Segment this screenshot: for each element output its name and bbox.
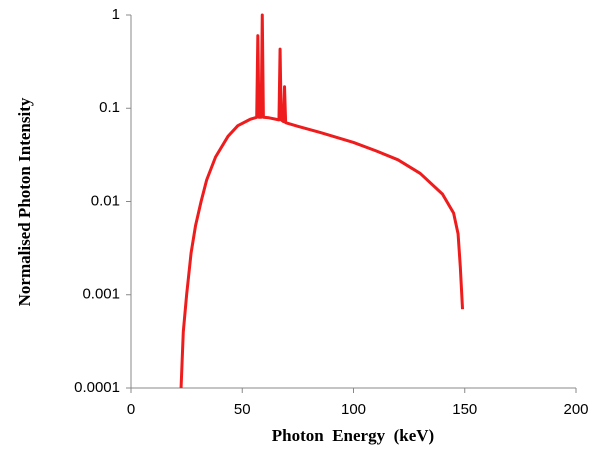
y-tick-label: 0.1	[99, 99, 120, 116]
x-axis-label: Photon Energy (keV)	[272, 426, 434, 445]
x-tick-label: 200	[563, 401, 588, 418]
y-tick-label: 0.001	[82, 286, 120, 303]
x-tick-label: 50	[234, 401, 251, 418]
y-tick-label: 0.01	[91, 192, 120, 209]
y-tick-label: 0.0001	[74, 379, 120, 396]
y-tick-label: 1	[112, 6, 120, 23]
x-tick-label: 0	[127, 401, 135, 418]
y-axis-label: Normalised Photon Intensity	[15, 97, 34, 306]
x-tick-label: 150	[452, 401, 477, 418]
series-line	[179, 13, 465, 389]
x-tick-label: 100	[341, 401, 366, 418]
